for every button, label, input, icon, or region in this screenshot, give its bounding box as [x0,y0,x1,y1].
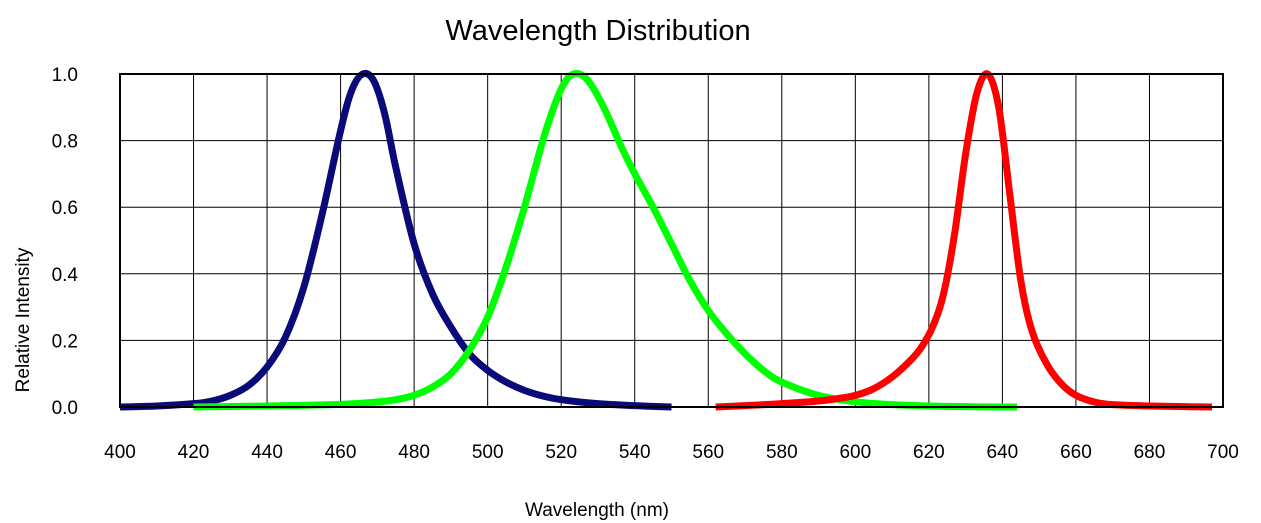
y-tick-label: 1.0 [52,65,78,86]
x-tick-label: 560 [692,442,724,463]
y-tick-label: 0.6 [52,198,78,219]
x-axis-label: Wavelength (nm) [525,500,669,521]
x-tick-label: 680 [1134,442,1166,463]
y-axis-label: Relative Intensity [13,247,34,392]
series-layer [119,69,1213,411]
y-tick-labels: 0.0 0.2 0.4 0.6 0.8 1.0 [52,65,79,419]
x-tick-label: 520 [545,442,577,463]
x-tick-label: 500 [472,442,504,463]
y-tick-label: 0.0 [52,398,78,419]
x-tick-label: 660 [1060,442,1092,463]
x-tick-label: 400 [104,442,136,463]
x-tick-label: 580 [766,442,798,463]
x-tick-label: 480 [398,442,430,463]
x-tick-label: 700 [1207,442,1239,463]
x-tick-label: 540 [619,442,651,463]
plot-frame [119,73,1224,408]
blue-spectrum-line [119,69,672,411]
x-tick-label: 620 [913,442,945,463]
x-tick-label: 440 [251,442,283,463]
y-tick-label: 0.4 [52,265,79,286]
chart-title: Wavelength Distribution [445,15,750,47]
x-tick-label: 460 [325,442,357,463]
x-tick-label: 420 [178,442,210,463]
y-tick-label: 0.2 [52,331,78,352]
red-spectrum-line [715,70,1213,411]
x-tick-label: 640 [987,442,1019,463]
x-tick-labels: 400 420 440 460 480 500 520 540 560 580 600 620 640 6… [104,442,1239,463]
y-tick-label: 0.8 [52,132,78,153]
x-tick-label: 600 [839,442,871,463]
